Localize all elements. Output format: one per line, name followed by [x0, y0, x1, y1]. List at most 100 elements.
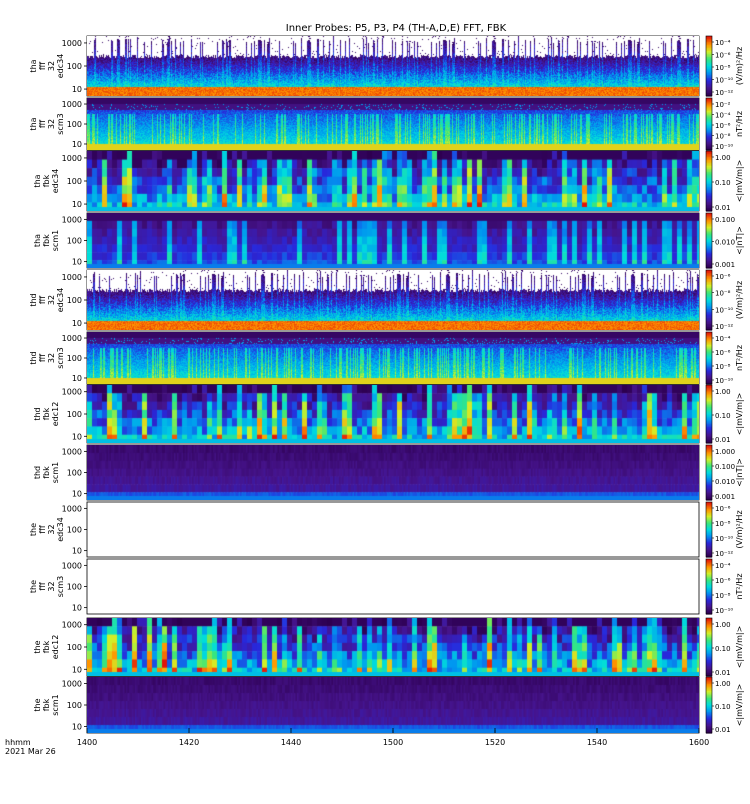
- panel-1-cbar-tick-label-1: 10⁻⁴: [715, 112, 731, 120]
- panel-5-colorbar-label: nT²/Hz: [735, 345, 744, 371]
- panel-0-colorbar-seg: [706, 93, 712, 96]
- panel-10-colorbar-seg: [706, 671, 712, 674]
- panel-7-colorbar-seg: [706, 464, 712, 467]
- panel-6-label-line-1: fbk: [42, 407, 51, 420]
- panel-2-colorbar-seg: [706, 193, 712, 196]
- panel-10-ytick-label-1: 100: [67, 643, 82, 652]
- x-tick-label-5: 1540: [587, 738, 607, 747]
- panel-2-colorbar-seg: [706, 161, 712, 164]
- panel-10-colorbar-seg: [706, 662, 712, 665]
- panel-2-colorbar-seg: [706, 155, 712, 158]
- panel-9-label-line-3: scm3: [56, 576, 65, 597]
- panel-8-colorbar-seg: [706, 529, 712, 532]
- panel-9-colorbar-seg: [706, 585, 712, 588]
- panel-8-colorbar-seg: [706, 554, 712, 557]
- panel-6-colorbar-seg: [706, 402, 712, 405]
- panel-2-colorbar-seg: [706, 197, 712, 200]
- panel-10-colorbar-seg: [706, 657, 712, 660]
- panel-11-colorbar-seg: [706, 696, 712, 699]
- panel-9-colorbar-seg: [706, 560, 712, 563]
- panel-7-label-line-1: fbk: [42, 466, 51, 479]
- panel-2-colorbar-seg: [706, 206, 712, 209]
- panel-5-colorbar-seg: [706, 364, 712, 367]
- panel-8-colorbar-seg: [706, 502, 712, 504]
- x-tick-label-4: 1520: [485, 738, 505, 747]
- panel-3-colorbar-seg: [706, 232, 712, 235]
- panel-8-colorbar-seg: [706, 526, 712, 529]
- panel-5-colorbar-seg: [706, 342, 712, 345]
- panel-7-colorbar-label: <|nT|>: [735, 458, 744, 487]
- panel-7-colorbar-seg: [706, 458, 712, 461]
- panel-2-colorbar-seg: [706, 200, 712, 203]
- panel-6-colorbar-seg: [706, 390, 712, 393]
- panel-10-colorbar-seg: [706, 667, 712, 670]
- panel-1-colorbar-seg: [706, 125, 712, 128]
- panel-6-ytick-label-1: 100: [67, 410, 82, 419]
- panel-4-colorbar-seg: [706, 273, 712, 276]
- panel-9-colorbar-seg: [706, 567, 712, 570]
- panel-3-colorbar-seg: [706, 248, 712, 251]
- panel-10-colorbar-seg: [706, 660, 712, 663]
- panel-10-colorbar-seg: [706, 620, 712, 623]
- panel-2-cbar-tick-label-2: 0.01: [715, 204, 731, 212]
- x-tick-label-0: 1400: [77, 738, 97, 747]
- x-axis-label-line-1: hhmm: [5, 738, 31, 747]
- panel-6-ytick-label-2: 10: [72, 432, 82, 441]
- panel-5-colorbar-seg: [706, 368, 712, 371]
- panel-7-colorbar-seg: [706, 472, 712, 475]
- panel-8-colorbar-seg: [706, 504, 712, 507]
- panel-0-colorbar-seg: [706, 76, 712, 79]
- panel-11-colorbar-frame: [705, 676, 713, 734]
- panel-10-colorbar-seg: [706, 647, 712, 650]
- panel-8-colorbar-seg: [706, 503, 712, 506]
- panel-0-colorbar-seg: [706, 37, 712, 40]
- panel-2-colorbar-seg: [706, 199, 712, 202]
- panel-11-colorbar-seg: [706, 730, 712, 733]
- panel-0-colorbar-seg: [706, 36, 712, 39]
- panel-11-colorbar-seg: [706, 706, 712, 709]
- panel-11-colorbar-seg: [706, 688, 712, 691]
- panel-8-colorbar-seg: [706, 555, 712, 558]
- panel-9-colorbar-seg: [706, 589, 712, 592]
- panel-10-spectrogram: [87, 618, 699, 676]
- panel-2-colorbar-seg: [706, 167, 712, 170]
- panel-4-colorbar-seg: [706, 303, 712, 306]
- panel-3-colorbar-seg: [706, 247, 712, 250]
- panel-6-colorbar-seg: [706, 406, 712, 409]
- panel-3-colorbar-seg: [706, 228, 712, 231]
- panel-3-colorbar-seg: [706, 244, 712, 247]
- panel-10-colorbar-seg: [706, 626, 712, 629]
- panel-11-colorbar-seg: [706, 710, 712, 713]
- panel-10-colorbar-seg: [706, 645, 712, 648]
- panel-11-colorbar-seg: [706, 691, 712, 693]
- panel-8-colorbar-seg: [706, 513, 712, 515]
- panel-5-colorbar-seg: [706, 382, 712, 385]
- panel-5-colorbar-seg: [706, 351, 712, 354]
- panel-2-colorbar-seg: [706, 202, 712, 205]
- panel-5-colorbar-seg: [706, 376, 712, 379]
- panel-1-colorbar-seg: [706, 114, 712, 117]
- panel-6-colorbar-seg: [706, 387, 712, 390]
- panel-8-colorbar-label: (V/m)²/Hz: [735, 510, 744, 548]
- panel-5-colorbar-seg: [706, 372, 712, 375]
- panel-11-ytick-label-2: 10: [72, 723, 82, 732]
- panel-5-colorbar-seg: [706, 345, 712, 347]
- panel-10-colorbar-seg: [706, 644, 712, 647]
- chart-title: Inner Probes: P5, P3, P4 (TH-A,D,E) FFT,…: [286, 23, 507, 34]
- panel-5-colorbar-seg: [706, 378, 712, 381]
- panel-0-colorbar-seg: [706, 46, 712, 49]
- panel-9-cbar-tick-label-2: 10⁻⁸: [715, 592, 731, 600]
- panel-2-colorbar-seg: [706, 208, 712, 211]
- panel-7-colorbar-seg: [706, 461, 712, 464]
- panel-7-colorbar-seg: [706, 489, 712, 491]
- panel-11-colorbar-seg: [706, 682, 712, 685]
- panel-9-colorbar-seg: [706, 593, 712, 596]
- panel-1-colorbar-seg: [706, 109, 712, 112]
- panel-8-colorbar-seg: [706, 543, 712, 546]
- panel-0-cbar-tick-label-2: 10⁻⁸: [715, 64, 731, 72]
- panel-1-colorbar-seg: [706, 113, 712, 116]
- panel-8-colorbar-seg: [706, 546, 712, 548]
- panel-3-colorbar-seg: [706, 225, 712, 228]
- panel-5-colorbar-frame: [705, 331, 713, 385]
- panel-8-label-line-3: edc34: [56, 517, 65, 542]
